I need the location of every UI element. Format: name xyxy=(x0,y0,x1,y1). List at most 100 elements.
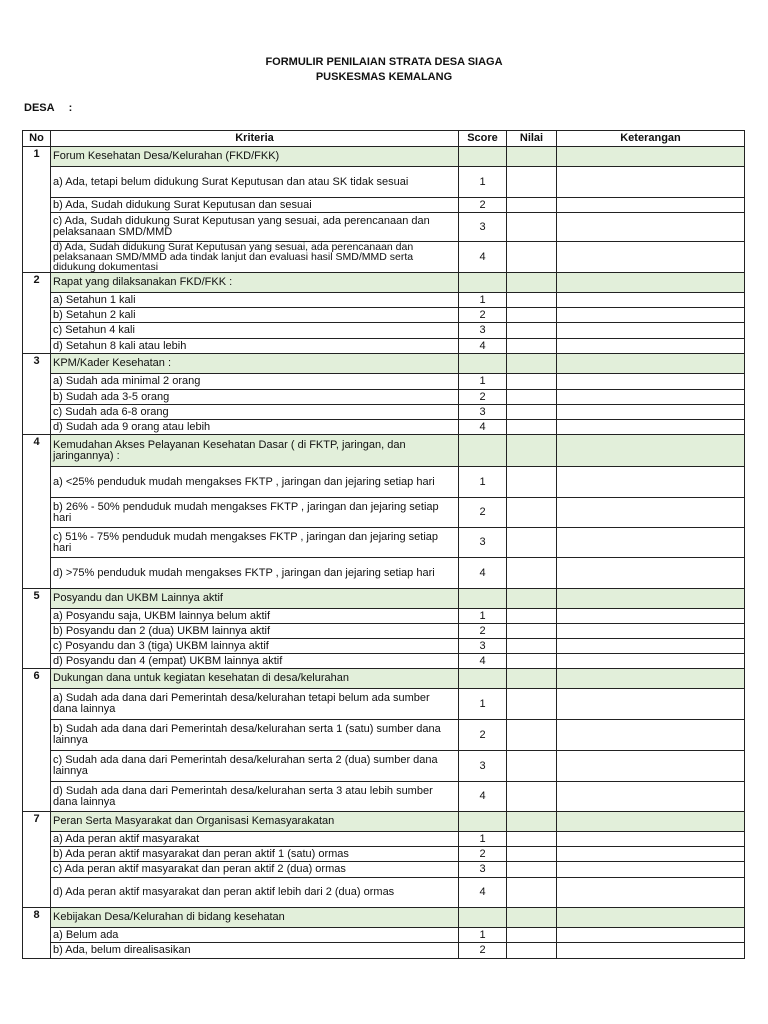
criteria-row: a) <25% penduduk mudah mengakses FKTP , … xyxy=(23,466,745,498)
keterangan-input[interactable] xyxy=(556,527,745,558)
keterangan-input[interactable] xyxy=(556,588,745,609)
keterangan-input[interactable] xyxy=(556,322,745,339)
nilai-input[interactable] xyxy=(506,927,557,943)
keterangan-input[interactable] xyxy=(556,212,745,242)
nilai-input[interactable] xyxy=(506,373,557,390)
keterangan-input[interactable] xyxy=(556,557,745,589)
keterangan-input[interactable] xyxy=(556,750,745,782)
nilai-input[interactable] xyxy=(506,307,557,323)
keterangan-input[interactable] xyxy=(556,272,745,293)
nilai-input[interactable] xyxy=(506,653,557,669)
score-value: 1 xyxy=(458,608,507,624)
nilai-input[interactable] xyxy=(506,557,557,589)
keterangan-input[interactable] xyxy=(556,861,745,878)
nilai-input[interactable] xyxy=(506,389,557,405)
section-number: 6 xyxy=(22,668,51,812)
keterangan-input[interactable] xyxy=(556,831,745,847)
nilai-input[interactable] xyxy=(506,322,557,339)
nilai-input[interactable] xyxy=(506,942,557,959)
score-value: 1 xyxy=(458,466,507,498)
keterangan-input[interactable] xyxy=(556,942,745,959)
keterangan-input[interactable] xyxy=(556,497,745,528)
nilai-input[interactable] xyxy=(506,719,557,751)
section-number: 8 xyxy=(22,907,51,959)
score-value: 4 xyxy=(458,877,507,908)
keterangan-input[interactable] xyxy=(556,688,745,720)
nilai-input[interactable] xyxy=(506,907,557,928)
keterangan-input[interactable] xyxy=(556,353,745,374)
keterangan-input[interactable] xyxy=(556,338,745,354)
keterangan-input[interactable] xyxy=(556,638,745,654)
keterangan-input[interactable] xyxy=(556,668,745,689)
keterangan-input[interactable] xyxy=(556,373,745,390)
nilai-input[interactable] xyxy=(506,434,557,467)
criteria-text: c) Setahun 4 kali xyxy=(50,322,459,339)
nilai-input[interactable] xyxy=(506,272,557,293)
nilai-input[interactable] xyxy=(506,638,557,654)
table-header: No Kriteria Score Nilai Keterangan xyxy=(22,130,745,147)
keterangan-input[interactable] xyxy=(556,877,745,908)
section-row: 4 Kemudahan Akses Pelayanan Kesehatan Da… xyxy=(22,434,745,589)
keterangan-input[interactable] xyxy=(556,146,745,167)
nilai-input[interactable] xyxy=(506,750,557,782)
criteria-row: c) Sudah ada 6-8 orang 3 xyxy=(23,404,745,420)
criteria-text: b) Setahun 2 kali xyxy=(50,307,459,323)
desa-label: DESA xyxy=(24,102,55,114)
keterangan-input[interactable] xyxy=(556,811,745,832)
nilai-input[interactable] xyxy=(506,497,557,528)
nilai-input[interactable] xyxy=(506,166,557,198)
section-title: Kemudahan Akses Pelayanan Kesehatan Dasa… xyxy=(50,434,459,467)
criteria-text: a) Ada peran aktif masyarakat xyxy=(50,831,459,847)
keterangan-input[interactable] xyxy=(556,241,745,273)
nilai-input[interactable] xyxy=(506,861,557,878)
nilai-input[interactable] xyxy=(506,831,557,847)
keterangan-input[interactable] xyxy=(556,719,745,751)
nilai-input[interactable] xyxy=(506,608,557,624)
nilai-input[interactable] xyxy=(506,668,557,689)
keterangan-input[interactable] xyxy=(556,197,745,213)
nilai-input[interactable] xyxy=(506,338,557,354)
section-number: 4 xyxy=(22,434,51,589)
nilai-input[interactable] xyxy=(506,212,557,242)
score-cell xyxy=(458,907,507,928)
keterangan-input[interactable] xyxy=(556,389,745,405)
criteria-text: a) Posyandu saja, UKBM lainnya belum akt… xyxy=(50,608,459,624)
keterangan-input[interactable] xyxy=(556,419,745,435)
keterangan-input[interactable] xyxy=(556,653,745,669)
nilai-input[interactable] xyxy=(506,241,557,273)
keterangan-input[interactable] xyxy=(556,608,745,624)
nilai-input[interactable] xyxy=(506,466,557,498)
nilai-input[interactable] xyxy=(506,623,557,639)
keterangan-input[interactable] xyxy=(556,466,745,498)
nilai-input[interactable] xyxy=(506,688,557,720)
criteria-text: b) Sudah ada dana dari Pemerintah desa/k… xyxy=(50,719,459,751)
nilai-input[interactable] xyxy=(506,846,557,862)
nilai-input[interactable] xyxy=(506,877,557,908)
keterangan-input[interactable] xyxy=(556,846,745,862)
nilai-input[interactable] xyxy=(506,197,557,213)
nilai-input[interactable] xyxy=(506,811,557,832)
criteria-row: d) Setahun 8 kali atau lebih 4 xyxy=(23,338,745,354)
nilai-input[interactable] xyxy=(506,781,557,812)
criteria-row: d) Ada peran aktif masyarakat dan peran … xyxy=(23,877,745,908)
keterangan-input[interactable] xyxy=(556,404,745,420)
nilai-input[interactable] xyxy=(506,588,557,609)
criteria-row: b) Sudah ada dana dari Pemerintah desa/k… xyxy=(23,719,745,751)
keterangan-input[interactable] xyxy=(556,907,745,928)
keterangan-input[interactable] xyxy=(556,927,745,943)
score-cell xyxy=(458,588,507,609)
criteria-text: c) 51% - 75% penduduk mudah mengakses FK… xyxy=(50,527,459,558)
nilai-input[interactable] xyxy=(506,353,557,374)
keterangan-input[interactable] xyxy=(556,781,745,812)
keterangan-input[interactable] xyxy=(556,434,745,467)
nilai-input[interactable] xyxy=(506,404,557,420)
keterangan-input[interactable] xyxy=(556,166,745,198)
keterangan-input[interactable] xyxy=(556,623,745,639)
keterangan-input[interactable] xyxy=(556,292,745,308)
nilai-input[interactable] xyxy=(506,146,557,167)
nilai-input[interactable] xyxy=(506,527,557,558)
keterangan-input[interactable] xyxy=(556,307,745,323)
criteria-row: a) Setahun 1 kali 1 xyxy=(23,292,745,308)
nilai-input[interactable] xyxy=(506,419,557,435)
nilai-input[interactable] xyxy=(506,292,557,308)
